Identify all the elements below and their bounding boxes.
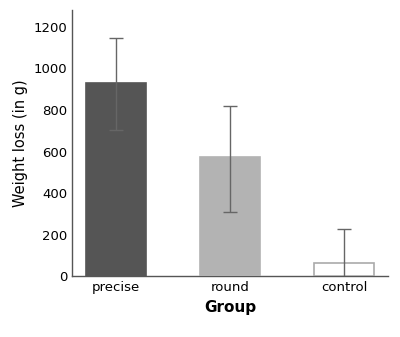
Bar (314, 263, 374, 276)
Y-axis label: Weight loss (in g): Weight loss (in g) (13, 80, 28, 207)
Bar (200, 157, 260, 276)
Bar (86, 83, 146, 276)
X-axis label: Group: Group (204, 300, 256, 315)
